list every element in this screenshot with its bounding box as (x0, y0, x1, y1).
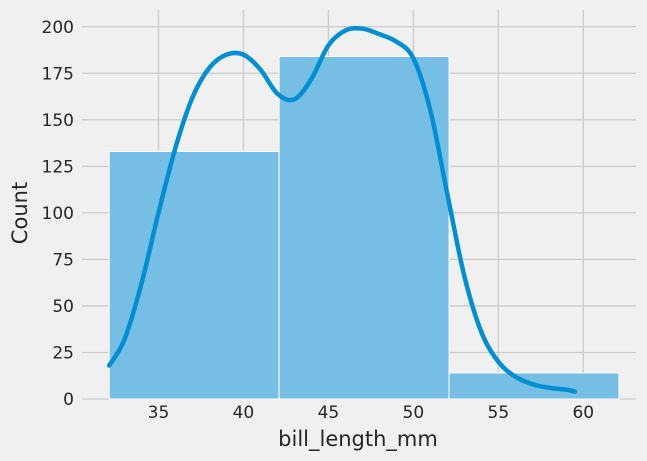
x-tick-label: 60 (572, 403, 594, 423)
kde-curve (106, 25, 578, 394)
y-tick-label: 25 (52, 343, 74, 363)
y-tick-label: 50 (52, 297, 74, 317)
x-tick-label: 50 (403, 403, 425, 423)
histogram-bar (108, 150, 280, 400)
histogram-bar (278, 56, 450, 400)
y-tick-label: 0 (63, 390, 74, 410)
x-tick-label: 45 (318, 403, 340, 423)
y-tick-label: 175 (42, 64, 74, 84)
y-tick-label: 75 (52, 250, 74, 270)
y-tick-label: 200 (42, 18, 74, 38)
y-axis-label: Count (8, 182, 32, 244)
x-tick-label: 40 (233, 403, 255, 423)
bars (108, 56, 620, 400)
x-tick-labels: 35 40 45 50 55 60 (148, 403, 594, 423)
kde-line (106, 25, 578, 394)
x-tick-label: 55 (488, 403, 510, 423)
x-axis-label: bill_length_mm (278, 427, 438, 452)
y-tick-label: 100 (42, 204, 74, 224)
y-tick-label: 150 (42, 111, 74, 131)
y-tick-labels: 0 25 50 75 100 125 150 175 200 (42, 18, 74, 410)
y-tick-label: 125 (42, 157, 74, 177)
x-tick-label: 35 (148, 403, 170, 423)
